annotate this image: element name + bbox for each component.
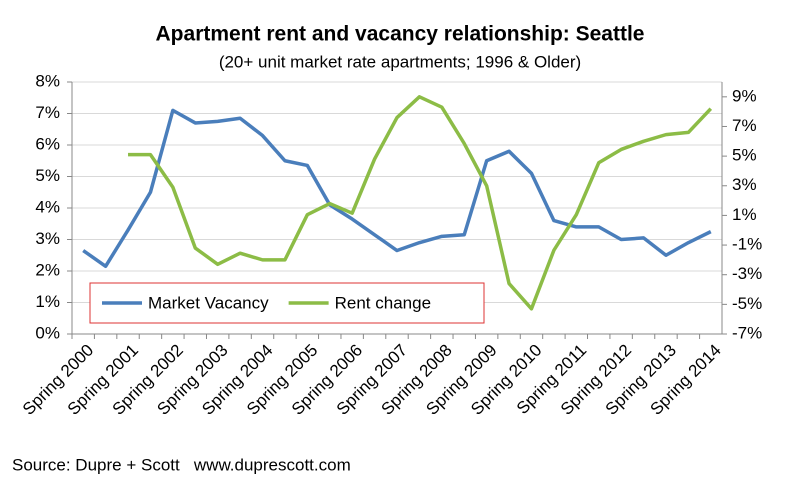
y2-tick-label: 7%: [732, 116, 757, 135]
source-note: Source: Dupre + Scott www.duprescott.com: [12, 455, 351, 474]
y2-tick-label: -3%: [732, 264, 762, 283]
legend-label: Market Vacancy: [148, 293, 269, 312]
y2-tick-label: 3%: [732, 175, 757, 194]
y2-tick-label: -7%: [732, 323, 762, 342]
series-line: [128, 95, 713, 311]
y-tick-label: 6%: [35, 134, 60, 153]
y2-tick-label: -5%: [732, 294, 762, 313]
y2-tick-label: 1%: [732, 205, 757, 224]
legend-box: [89, 282, 485, 324]
y-tick-label: 2%: [35, 260, 60, 279]
y-tick-label: 1%: [35, 292, 60, 311]
y-tick-label: 3%: [35, 229, 60, 248]
legend-label: Rent change: [335, 293, 431, 312]
y2-tick-label: 5%: [732, 146, 757, 165]
series-line: [82, 108, 712, 269]
y-tick-label: 5%: [35, 166, 60, 185]
y2-tick-label: 9%: [732, 86, 757, 105]
y-tick-label: 4%: [35, 197, 60, 216]
y-tick-label: 7%: [35, 103, 60, 122]
chart-subtitle: (20+ unit market rate apartments; 1996 &…: [219, 52, 581, 71]
y-tick-label: 8%: [35, 71, 60, 90]
y-tick-label: 0%: [35, 323, 60, 342]
chart-title: Apartment rent and vacancy relationship:…: [156, 23, 645, 46]
y2-tick-label: -1%: [732, 235, 762, 254]
